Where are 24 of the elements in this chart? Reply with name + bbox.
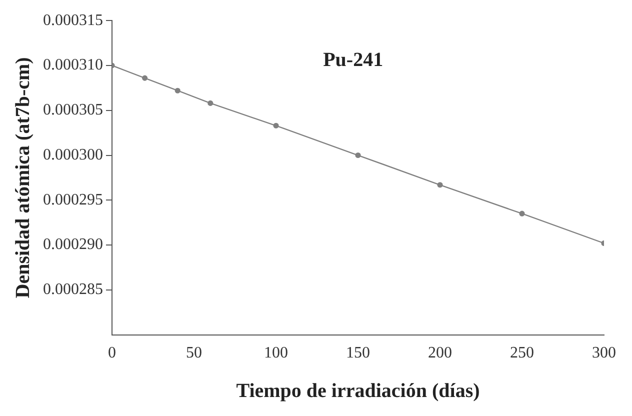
x-tick-label: 200 (428, 344, 452, 362)
y-tick-label: 0.000300 (43, 146, 103, 164)
y-tick-label: 0.000285 (43, 281, 103, 298)
point (437, 182, 443, 188)
y-tick-label: 0.000315 (43, 12, 103, 29)
x-tick-label: 0 (108, 344, 116, 362)
point (273, 122, 279, 128)
point (208, 100, 214, 106)
y-tick-label: 0.000295 (43, 191, 103, 208)
y-tick-label: 0.000305 (43, 102, 103, 119)
y-tick-label: 0.000310 (43, 56, 103, 74)
point (355, 152, 361, 158)
x-axis-title: Tiempo de irradiación (días) (236, 380, 480, 402)
point (519, 210, 525, 216)
y-axis-title: Densidad atómica (at7b-cm) (12, 57, 34, 298)
point (142, 75, 148, 81)
x-tick-label: 50 (186, 344, 202, 362)
x-tick-label: 150 (346, 344, 370, 362)
annotation: Pu-241 (323, 48, 384, 71)
x-tick-label: 100 (264, 344, 288, 362)
point (174, 88, 180, 94)
x-tick-label: 250 (510, 344, 534, 362)
x-tick-label: 300 (592, 344, 616, 362)
y-tick-label: 0.000290 (43, 236, 103, 254)
